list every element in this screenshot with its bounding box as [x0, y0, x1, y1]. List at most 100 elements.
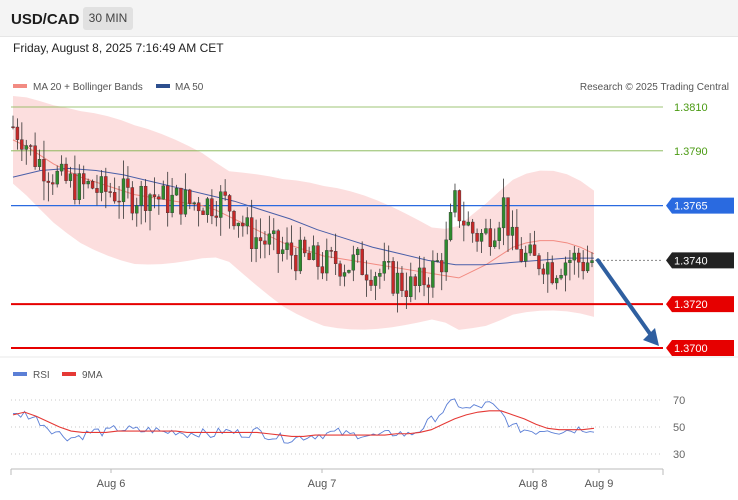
candle — [448, 203, 453, 242]
candle — [24, 139, 28, 165]
ma20-legend-label: MA 20 + Bollinger Bands — [33, 82, 143, 93]
candle — [232, 209, 236, 230]
projection-arrow-head — [643, 328, 659, 346]
timestamp: Friday, August 8, 2025 7:16:49 AM CET — [13, 41, 224, 55]
candle — [51, 174, 55, 195]
candle — [537, 253, 541, 276]
candle — [532, 230, 537, 256]
candle — [493, 228, 497, 249]
candle — [205, 196, 210, 223]
price-tag-bg-1.3765 — [666, 197, 734, 214]
candle — [130, 181, 135, 221]
candle — [356, 247, 360, 263]
candle — [413, 274, 417, 300]
candle — [519, 237, 523, 263]
candle — [20, 122, 24, 162]
candle — [298, 227, 302, 274]
projection-arrow — [596, 258, 659, 346]
candle — [577, 248, 581, 278]
candle — [86, 178, 90, 189]
candle — [462, 201, 466, 242]
candle — [475, 228, 479, 252]
candle — [431, 250, 435, 298]
candle — [15, 118, 20, 150]
candle — [241, 215, 245, 237]
candle — [453, 183, 457, 218]
candle — [249, 199, 254, 262]
candle — [157, 194, 161, 215]
ma50-legend-swatch — [156, 84, 170, 88]
price-levels — [11, 106, 663, 349]
candle — [263, 231, 267, 259]
candle — [285, 227, 289, 260]
candle — [254, 219, 258, 263]
candle — [378, 268, 382, 289]
rsi-panel: 70 50 30 — [11, 395, 685, 461]
candle — [457, 189, 462, 228]
candle — [223, 179, 227, 201]
candle — [550, 255, 554, 285]
candle — [585, 245, 590, 274]
candle — [316, 242, 320, 280]
candle — [351, 245, 356, 282]
symbol-label: USD/CAD — [11, 11, 80, 28]
x-tick-label: Aug 9 — [585, 478, 614, 490]
candle — [590, 252, 594, 268]
price-tag-1.3720: 1.3720 — [674, 299, 708, 311]
bollinger-band-area — [13, 96, 594, 330]
candle — [307, 246, 311, 261]
candle — [409, 262, 413, 303]
candle — [95, 174, 99, 206]
candle — [201, 207, 205, 215]
candle — [342, 264, 347, 287]
candle — [183, 173, 188, 218]
candle — [267, 215, 272, 256]
candle — [470, 218, 475, 243]
price-tag-1.3790: 1.3790 — [674, 146, 708, 158]
rsi-tick-50: 50 — [673, 422, 685, 434]
candle — [170, 177, 174, 218]
candle — [210, 189, 214, 225]
candle — [37, 149, 42, 171]
candle — [386, 245, 391, 270]
candle — [11, 115, 15, 130]
candle — [188, 188, 192, 210]
candle — [64, 157, 68, 184]
x-tick-label: Aug 7 — [308, 478, 337, 490]
candle — [99, 170, 104, 202]
interval-button[interactable]: 30 MIN — [83, 7, 133, 30]
candle — [276, 229, 280, 273]
candle — [55, 165, 59, 188]
candle — [121, 160, 126, 219]
chart-header-bar: USD/CAD 30 MIN — [0, 0, 738, 37]
x-tick-label: Aug 6 — [97, 478, 126, 490]
candle — [524, 245, 528, 268]
candle — [497, 221, 501, 250]
price-tag-bg-1.3700 — [666, 340, 734, 356]
candle — [227, 193, 232, 229]
candle — [338, 260, 342, 286]
candle — [258, 218, 263, 259]
candle — [272, 218, 276, 251]
candle — [236, 222, 241, 238]
candle — [320, 252, 325, 280]
candle — [174, 184, 179, 196]
candle — [179, 187, 183, 225]
candle — [360, 241, 364, 276]
candle — [369, 269, 373, 292]
ma50-legend-label: MA 50 — [175, 82, 204, 93]
candle — [143, 179, 148, 223]
candle — [506, 197, 510, 253]
candle — [488, 218, 493, 256]
x-axis-labels: Aug 6 Aug 7 Aug 8 Aug 9 — [10, 469, 664, 490]
rsi-legend-label: RSI — [33, 370, 50, 381]
candle — [373, 271, 378, 300]
projection-arrow-shaft — [596, 258, 655, 340]
price-tag-1.3810: 1.3810 — [674, 102, 708, 114]
candle — [568, 249, 572, 281]
candle — [440, 253, 444, 291]
candle — [510, 210, 515, 251]
rsi-tick-30: 30 — [673, 449, 685, 461]
candle — [219, 185, 223, 236]
copyright-text: Research © 2025 Trading Central — [580, 82, 729, 93]
